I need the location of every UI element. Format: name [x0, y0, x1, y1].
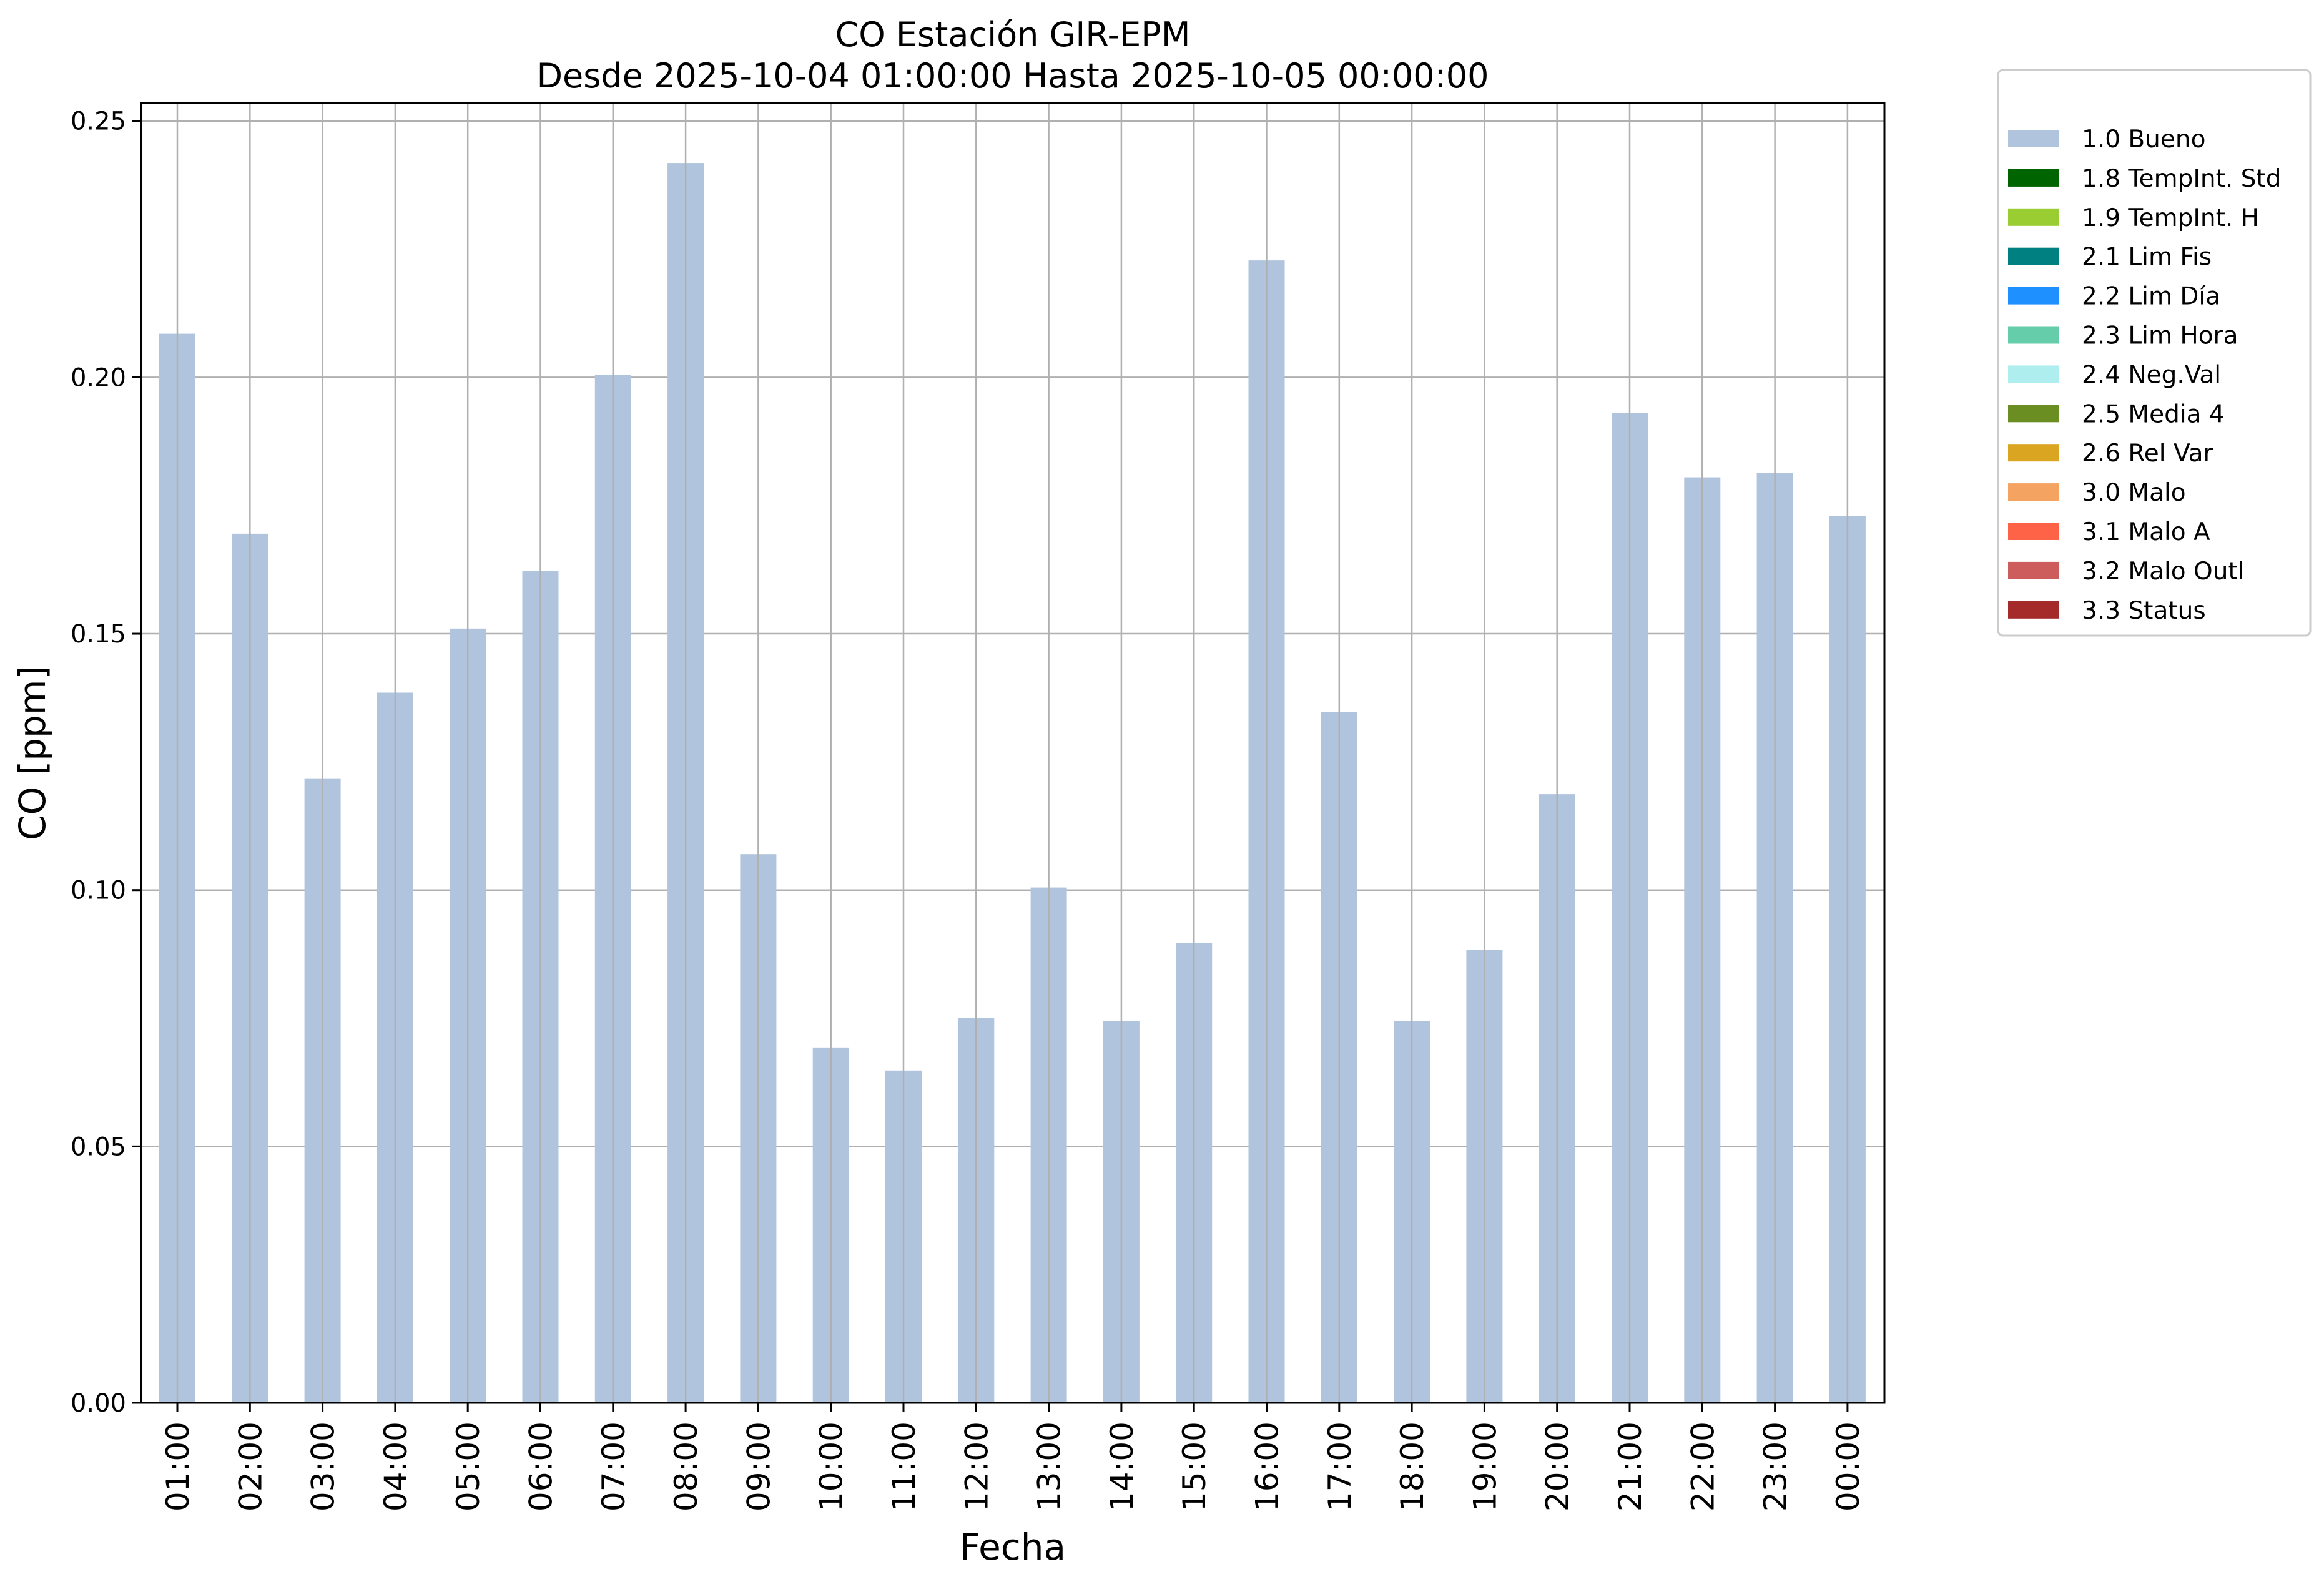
x-tick-label: 01:00 — [160, 1422, 196, 1511]
x-tick-label: 22:00 — [1685, 1422, 1721, 1511]
x-tick-label: 09:00 — [741, 1422, 777, 1511]
x-tick-label: 12:00 — [958, 1422, 995, 1511]
legend-label: 1.9 TempInt. H — [2082, 204, 2259, 232]
legend-swatch — [2008, 287, 2059, 305]
x-tick-label: 23:00 — [1758, 1422, 1794, 1511]
chart-subtitle: Desde 2025-10-04 01:00:00 Hasta 2025-10-… — [536, 56, 1489, 96]
legend-label: 1.8 TempInt. Std — [2082, 165, 2281, 193]
legend-swatch — [2008, 523, 2059, 540]
x-tick-label: 00:00 — [1830, 1422, 1866, 1511]
legend-label: 3.1 Malo A — [2082, 518, 2210, 546]
legend-items: 1.0 Bueno 1.8 TempInt. Std 1.9 TempInt. H 2… — [2008, 125, 2281, 625]
y-tick-label: 0.00 — [71, 1389, 126, 1418]
legend-swatch — [2008, 561, 2059, 579]
legend-swatch — [2008, 601, 2059, 619]
legend-label: 3.2 Malo Outl — [2082, 558, 2245, 586]
chart-title: CO Estación GIR-EPM — [835, 15, 1191, 54]
legend-label: 2.6 Rel Var — [2082, 440, 2214, 468]
y-axis-ticks: 0.00 0.05 0.10 0.15 0.20 0.25 — [71, 107, 141, 1418]
x-tick-label: 14:00 — [1104, 1422, 1140, 1511]
vertical-gridlines — [176, 103, 1849, 1403]
x-tick-label: 08:00 — [668, 1422, 704, 1511]
y-tick-label: 0.15 — [71, 620, 126, 649]
legend-label: 1.0 Bueno — [2082, 125, 2205, 154]
legend-label: 3.3 Status — [2082, 597, 2206, 625]
legend-label: 3.0 Malo — [2082, 479, 2186, 507]
x-tick-label: 20:00 — [1540, 1422, 1576, 1511]
x-axis-ticks: 01:00 02:00 03:00 04:00 05:00 06:00 07:00 08:00… — [160, 1403, 1866, 1511]
legend-swatch — [2008, 444, 2059, 462]
x-tick-label: 02:00 — [232, 1422, 268, 1511]
y-axis-label: CO [ppm] — [11, 666, 54, 840]
x-tick-label: 04:00 — [378, 1422, 414, 1511]
x-tick-label: 06:00 — [523, 1422, 559, 1511]
legend-label: 2.2 Lim Día — [2082, 283, 2220, 311]
bars — [159, 163, 1866, 1403]
x-tick-label: 21:00 — [1612, 1422, 1648, 1511]
y-tick-label: 0.05 — [71, 1132, 126, 1161]
legend-frame — [1997, 69, 2312, 637]
x-tick-label: 10:00 — [814, 1422, 850, 1511]
legend-swatch — [2008, 130, 2059, 147]
x-tick-label: 05:00 — [450, 1422, 486, 1511]
x-tick-label: 16:00 — [1249, 1422, 1286, 1511]
x-tick-label: 07:00 — [596, 1422, 632, 1511]
legend: 1.0 Bueno 1.8 TempInt. Std 1.9 TempInt. H 2… — [1997, 69, 2312, 637]
x-tick-label: 18:00 — [1394, 1422, 1430, 1511]
x-tick-label: 03:00 — [305, 1422, 342, 1511]
plot-area: 0.00 0.05 0.10 0.15 0.20 0.25 01:00 02:00 03:00… — [71, 102, 1886, 1511]
y-tick-label: 0.25 — [71, 107, 126, 136]
y-tick-label: 0.20 — [71, 363, 126, 392]
y-tick-label: 0.10 — [71, 877, 126, 905]
legend-swatch — [2008, 326, 2059, 344]
x-tick-label: 13:00 — [1032, 1422, 1068, 1511]
legend-swatch — [2008, 483, 2059, 501]
plot-frame — [140, 102, 1886, 1404]
legend-label: 2.5 Media 4 — [2082, 400, 2225, 428]
x-tick-label: 17:00 — [1322, 1422, 1358, 1511]
legend-label: 2.1 Lim Fis — [2082, 243, 2212, 272]
legend-label: 2.4 Neg.Val — [2082, 361, 2221, 389]
legend-swatch — [2008, 247, 2059, 265]
x-axis-label: Fecha — [960, 1526, 1066, 1568]
x-tick-label: 11:00 — [886, 1422, 922, 1511]
legend-swatch — [2008, 405, 2059, 423]
legend-label: 2.3 Lim Hora — [2082, 322, 2238, 350]
legend-swatch — [2008, 169, 2059, 187]
legend-swatch — [2008, 208, 2059, 226]
legend-swatch — [2008, 365, 2059, 383]
x-tick-label: 15:00 — [1176, 1422, 1213, 1511]
x-tick-label: 19:00 — [1467, 1422, 1503, 1511]
